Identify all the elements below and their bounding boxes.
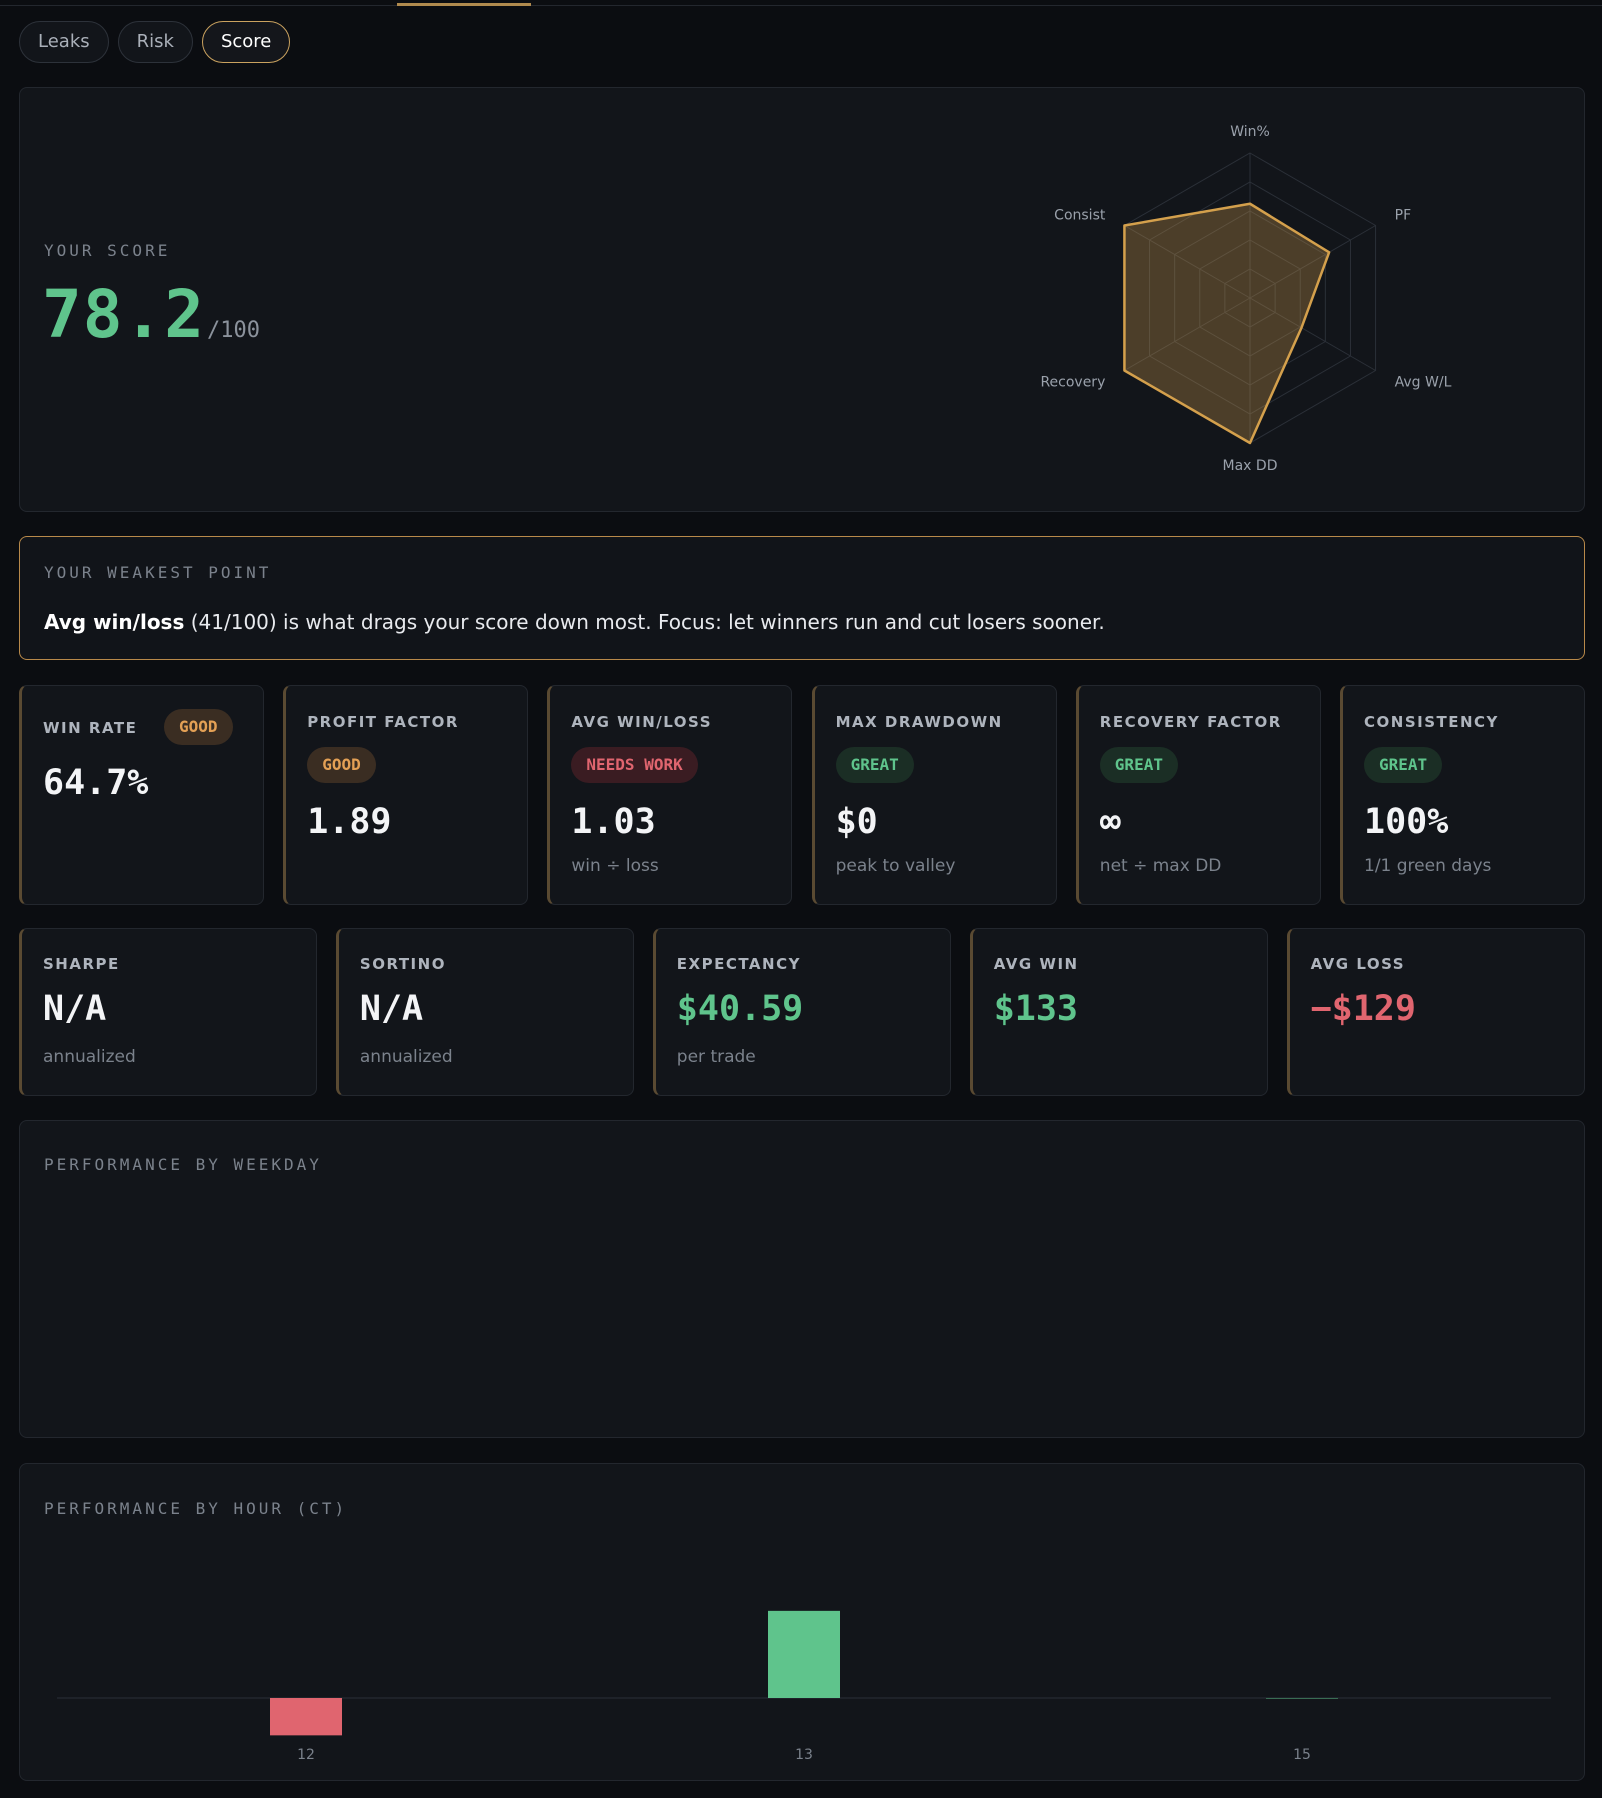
radar-axis-line: [1249, 297, 1376, 371]
metric-label: MAX DRAWDOWN: [835, 713, 1003, 731]
metric-card: AVG WIN $133: [969, 928, 1268, 1096]
metric-value: 100%: [1364, 802, 1449, 842]
score-label: YOUR SCORE: [44, 241, 171, 260]
hour-bar-chart: 12 13 15: [57, 1610, 1551, 1763]
metric-card: MAX DRAWDOWN GREAT $0 peak to valley: [811, 685, 1057, 905]
metric-badge: GREAT: [835, 747, 914, 783]
metric-label: SHARPE: [43, 955, 120, 973]
metric-subtext: per trade: [676, 1047, 756, 1067]
metric-badge: NEEDS WORK: [571, 747, 698, 783]
metric-label: EXPECTANCY: [676, 955, 801, 973]
sub-tabs: Leaks Risk Score: [19, 21, 291, 63]
metric-label: PROFIT FACTOR: [307, 713, 459, 731]
radar-axis-label: Consist: [1054, 208, 1106, 224]
metric-card: SHARPE N/A annualized: [19, 928, 317, 1096]
metric-card: CONSISTENCY GREAT 100% 1/1 green days: [1340, 685, 1585, 905]
score-radar-chart: Win% PF Avg W/L Max DD Recovery Consist: [1040, 124, 1452, 474]
weakest-point-panel: YOUR WEAKEST POINT Avg win/loss (41/100)…: [19, 536, 1585, 660]
metric-label: WIN RATE: [43, 719, 138, 737]
metric-badge: GREAT: [1364, 747, 1443, 783]
metric-label: RECOVERY FACTOR: [1099, 713, 1282, 731]
metric-value: $40.59: [676, 989, 804, 1029]
radar-axis-label: Max DD: [1223, 458, 1278, 474]
score-max: /100: [206, 318, 260, 343]
radar-score-area: [1123, 202, 1331, 445]
metric-value: ∞: [1099, 802, 1121, 842]
radar-axis-label: Recovery: [1040, 375, 1105, 391]
radar-axis-line: [1124, 225, 1251, 299]
hour-tick-label: 13: [795, 1747, 813, 1763]
tab-score[interactable]: Score: [201, 21, 291, 63]
radar-axis-label: Avg W/L: [1395, 375, 1452, 391]
metric-value: −$129: [1310, 989, 1416, 1029]
metric-subtext: annualized: [43, 1047, 136, 1067]
metric-card: AVG LOSS −$129: [1286, 928, 1585, 1096]
metric-subtext: win ÷ loss: [571, 856, 659, 876]
metric-card: WIN RATE GOOD 64.7%: [19, 685, 264, 905]
metric-badge: GOOD: [164, 709, 233, 745]
weakest-point-text: Avg win/loss (41/100) is what drags your…: [44, 610, 1105, 634]
metric-subtext: peak to valley: [835, 856, 956, 876]
metric-value: 1.89: [307, 802, 392, 842]
metric-card: SORTINO N/A annualized: [335, 928, 634, 1096]
metric-value: N/A: [359, 989, 424, 1029]
metric-label: AVG WIN/LOSS: [571, 713, 712, 731]
metric-badge: GOOD: [307, 747, 376, 783]
hour-tick-label: 15: [1293, 1747, 1311, 1763]
metric-value: N/A: [43, 989, 107, 1029]
weakest-metric: Avg win/loss: [44, 610, 185, 634]
hour-performance-panel: PERFORMANCE BY HOUR (CT) 12 13 15: [19, 1463, 1585, 1781]
radar-axis-label: Win%: [1230, 124, 1270, 140]
tab-risk[interactable]: Risk: [117, 21, 193, 63]
hour-tick-label: 12: [297, 1747, 315, 1763]
metric-subtext: annualized: [359, 1047, 453, 1067]
metric-subtext: net ÷ max DD: [1099, 856, 1222, 876]
metric-subtext: 1/1 green days: [1364, 856, 1492, 876]
score-number: 78.2: [42, 276, 205, 353]
top-divider: [0, 5, 1602, 6]
metric-card: RECOVERY FACTOR GREAT ∞ net ÷ max DD: [1075, 685, 1321, 905]
hour-bar: [1266, 1698, 1338, 1699]
metric-value: $133: [993, 989, 1078, 1029]
weekday-performance-panel: PERFORMANCE BY WEEKDAY: [19, 1120, 1585, 1438]
score-panel: YOUR SCORE 78.2 /100 Win% PF Avg W/L Max DD…: [19, 87, 1585, 512]
weekday-performance-label: PERFORMANCE BY WEEKDAY: [44, 1155, 322, 1174]
active-nav-indicator: [397, 3, 531, 6]
metric-card: EXPECTANCY $40.59 per trade: [652, 928, 951, 1096]
metric-card: AVG WIN/LOSS NEEDS WORK 1.03 win ÷ loss: [547, 685, 793, 905]
radar-axis-label: PF: [1395, 208, 1412, 224]
radar-axis-line: [1249, 225, 1376, 299]
radar-axis-line: [1124, 297, 1251, 371]
metric-label: AVG WIN: [993, 955, 1079, 973]
hour-bar: [768, 1610, 840, 1698]
metric-label: SORTINO: [359, 955, 446, 973]
metric-value: 64.7%: [43, 763, 149, 803]
metric-value: $0: [835, 802, 878, 842]
weakest-point-label: YOUR WEAKEST POINT: [44, 563, 272, 582]
metric-value: 1.03: [571, 802, 656, 842]
metric-label: CONSISTENCY: [1364, 713, 1499, 731]
hour-performance-label: PERFORMANCE BY HOUR (CT): [44, 1499, 348, 1518]
weakest-description: (41/100) is what drags your score down m…: [184, 610, 1105, 634]
metric-card: PROFIT FACTOR GOOD 1.89: [283, 685, 529, 905]
metric-badge: GREAT: [1099, 747, 1178, 783]
score-value: 78.2 /100: [42, 276, 260, 353]
tab-leaks[interactable]: Leaks: [19, 21, 109, 63]
hour-bar: [270, 1698, 342, 1736]
metric-label: AVG LOSS: [1310, 955, 1406, 973]
